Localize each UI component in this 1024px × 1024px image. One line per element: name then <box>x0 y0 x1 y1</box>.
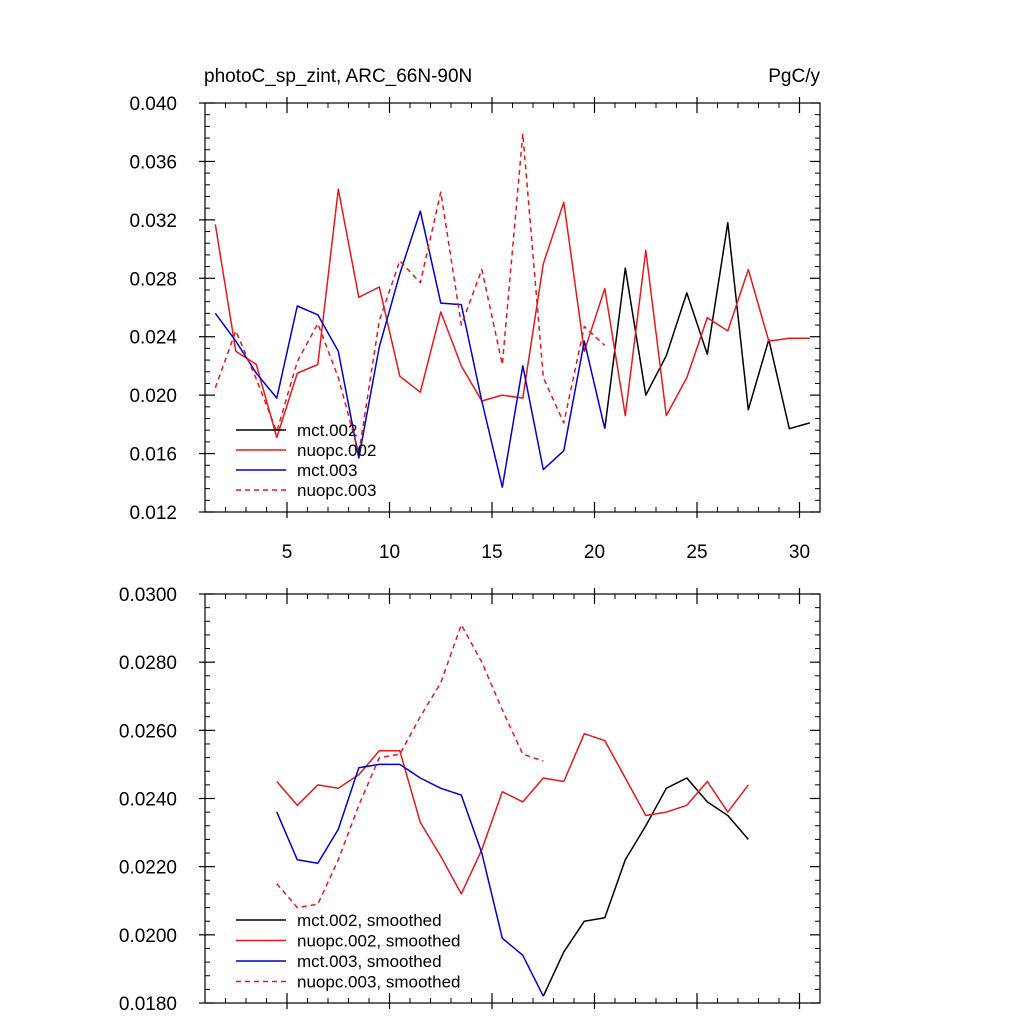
y-tick-label: 0.024 <box>129 328 177 349</box>
x-tick-label: 15 <box>481 542 502 563</box>
y-tick-label: 0.020 <box>129 386 177 407</box>
y-tick-label: 0.032 <box>129 211 177 232</box>
series-line-1-3 <box>276 623 544 909</box>
y-tick-label: 0.0280 <box>119 653 177 674</box>
y-tick-label: 0.040 <box>129 94 177 115</box>
top-panel-units: PgC/y <box>768 66 820 87</box>
legend-label: nuopc.002, smoothed <box>297 932 461 951</box>
x-tick-label: 10 <box>379 542 400 563</box>
legend-label: mct.003, smoothed <box>297 952 442 971</box>
series-line-0-2 <box>214 210 606 488</box>
x-tick-label: 30 <box>789 542 810 563</box>
legend-label: nuopc.003 <box>297 481 376 500</box>
y-tick-label: 0.0220 <box>119 858 177 879</box>
legend-label: mct.002, smoothed <box>297 911 442 930</box>
series-line-0-1 <box>214 188 810 439</box>
y-tick-label: 0.0300 <box>119 585 177 606</box>
top-panel: photoC_sp_zint, ARC_66N-90N PgC/y 0.012 0… <box>129 66 821 563</box>
legend-label: nuopc.003, smoothed <box>297 973 461 992</box>
series-line-0-0 <box>604 222 811 430</box>
y-tick-label: 0.012 <box>129 503 177 524</box>
x-tick-label: 20 <box>584 542 605 563</box>
y-tick-label: 0.0200 <box>119 926 177 947</box>
y-tick-label: 0.0240 <box>119 790 177 811</box>
legend-label: nuopc.002 <box>297 441 376 460</box>
y-tick-label: 0.016 <box>129 445 177 466</box>
y-tick-label: 0.028 <box>129 269 177 290</box>
legend-label: mct.002 <box>297 421 357 440</box>
y-tick-label: 0.0260 <box>119 721 177 742</box>
y-tick-label: 0.036 <box>129 152 177 173</box>
y-tick-label: 0.0180 <box>119 994 177 1015</box>
series-line-0-3 <box>214 132 606 455</box>
top-panel-title: photoC_sp_zint, ARC_66N-90N <box>204 66 472 87</box>
x-tick-label: 25 <box>686 542 707 563</box>
bottom-panel: 0.0180 0.0200 0.0220 0.0240 0.0260 0.0280 0.03… <box>119 585 821 1015</box>
series-line-1-2 <box>276 763 544 997</box>
x-tick-label: 5 <box>282 542 293 563</box>
legend-label: mct.003 <box>297 461 357 480</box>
series-line-1-0 <box>542 777 749 997</box>
